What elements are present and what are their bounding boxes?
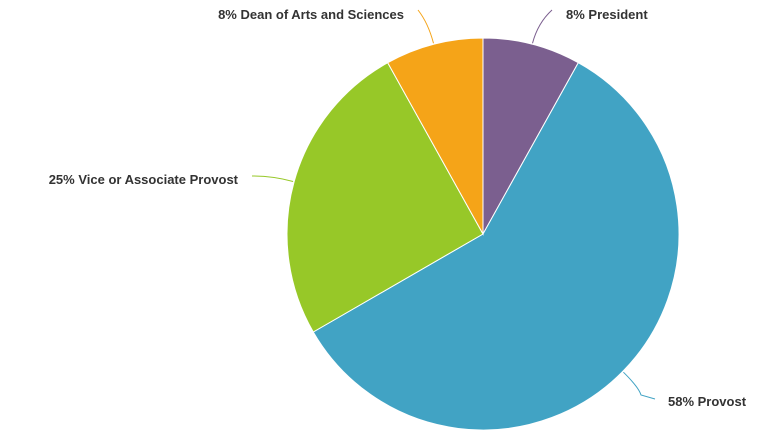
leader-line-1 xyxy=(623,371,656,400)
pie-slice-2 xyxy=(286,62,484,333)
slices-layer xyxy=(286,37,680,431)
pie-slice-1 xyxy=(312,62,680,431)
leader-line-0 xyxy=(532,9,553,44)
leader-line-3 xyxy=(417,9,434,44)
slice-label-3: 8% Dean of Arts and Sciences xyxy=(218,7,404,22)
pie-slice-3 xyxy=(387,37,484,236)
slice-label-0: 8% President xyxy=(566,7,648,22)
leader-lines-layer xyxy=(251,9,656,400)
slice-label-2: 25% Vice or Associate Provost xyxy=(49,172,239,187)
labels-layer: 8% President 58% Provost 25% Vice or Assoc… xyxy=(49,7,747,409)
slice-label-1: 58% Provost xyxy=(668,394,747,409)
pie-slice-0 xyxy=(482,37,579,236)
leader-line-2 xyxy=(251,175,294,182)
